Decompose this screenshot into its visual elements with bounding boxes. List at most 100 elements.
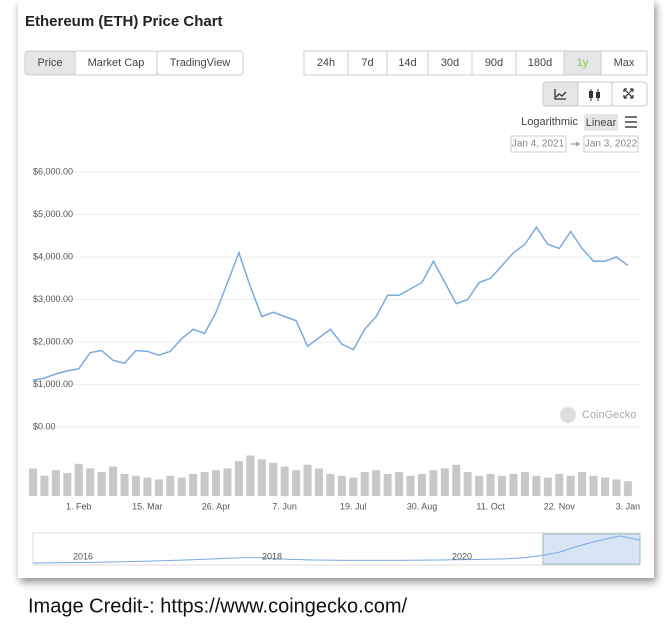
- line-icon: [554, 89, 567, 100]
- volume-bar: [578, 472, 587, 496]
- date-input[interactable]: [510, 135, 567, 153]
- range-label: 14d: [398, 57, 416, 69]
- volume-bar: [315, 468, 323, 496]
- y-tick-label: $3,000.00: [33, 294, 73, 304]
- x-tick-label: 26. Apr: [202, 501, 231, 511]
- navigator-label: 2016: [73, 551, 93, 561]
- x-tick-label: 15. Mar: [132, 501, 163, 511]
- volume-bar: [166, 475, 175, 496]
- y-tick-label: $1,000.00: [33, 379, 73, 389]
- tab-label: Market Cap: [88, 57, 145, 69]
- volume-bar: [189, 473, 198, 496]
- y-tick-label: $5,000.00: [33, 209, 73, 219]
- volume-bar: [417, 473, 426, 496]
- candle-chart-button[interactable]: [577, 81, 613, 107]
- scale-button[interactable]: [584, 114, 618, 131]
- range-button[interactable]: [515, 50, 565, 76]
- volume-bar: [486, 473, 495, 496]
- volume-bar: [120, 473, 129, 496]
- navigator-line: [32, 535, 641, 564]
- range-label: 90d: [485, 57, 503, 69]
- volume-bar: [612, 479, 621, 496]
- volume-bar: [269, 462, 278, 496]
- candle-icon: [596, 92, 600, 98]
- volume-bar: [29, 468, 37, 496]
- navigator-label: 2018: [262, 551, 282, 561]
- range-button[interactable]: [347, 50, 388, 76]
- volume-bar: [566, 475, 575, 496]
- volume-bar: [337, 475, 346, 496]
- x-tick-label: 19. Jul: [340, 501, 367, 511]
- line-chart-button[interactable]: [542, 81, 579, 107]
- range-button[interactable]: [471, 50, 517, 76]
- volume-bar: [51, 470, 60, 496]
- volume-bar: [292, 470, 301, 496]
- volume-bar: [177, 477, 186, 496]
- x-tick-label: 11. Oct: [476, 501, 505, 511]
- volume-bar: [326, 473, 335, 496]
- watermark-logo: [560, 407, 576, 423]
- volume-bar: [40, 475, 49, 496]
- range-label: 7d: [361, 57, 373, 69]
- range-button[interactable]: [600, 50, 648, 76]
- price-line: [32, 225, 629, 381]
- x-tick-label: 1. Feb: [66, 501, 92, 511]
- range-label: 1y: [577, 57, 589, 69]
- volume-bar: [589, 475, 598, 496]
- volume-bar: [257, 459, 266, 496]
- date-input[interactable]: [583, 135, 639, 153]
- volume-bar: [452, 464, 461, 496]
- tab-button[interactable]: [156, 50, 244, 76]
- tab-button[interactable]: [74, 50, 158, 76]
- candle-icon: [589, 91, 593, 98]
- volume-bar: [601, 477, 609, 496]
- y-tick-label: $6,000.00: [33, 166, 73, 176]
- range-button[interactable]: [303, 50, 349, 76]
- range-button[interactable]: [427, 50, 473, 76]
- volume-bar: [109, 466, 118, 496]
- y-tick-label: $2,000.00: [33, 336, 73, 346]
- date-to: Jan 3, 2022: [585, 139, 638, 150]
- volume-bar: [234, 461, 243, 496]
- volume-bar: [97, 472, 106, 496]
- volume-bar: [555, 473, 564, 496]
- volume-bar: [143, 477, 152, 496]
- volume-bar: [280, 466, 289, 496]
- volume-bar: [623, 481, 632, 496]
- navigator-selection[interactable]: [542, 533, 641, 565]
- chart-title: Ethereum (ETH) Price Chart: [25, 13, 223, 30]
- navigator-label: 2020: [452, 551, 472, 561]
- range-label: 24h: [317, 57, 335, 69]
- volume-bar: [372, 470, 381, 496]
- y-tick-label: $0.00: [33, 421, 56, 431]
- range-button[interactable]: [386, 50, 429, 76]
- range-button[interactable]: [563, 50, 602, 76]
- watermark: CoinGecko: [582, 409, 636, 421]
- volume-bar: [463, 472, 472, 496]
- scale-option[interactable]: Logarithmic: [521, 116, 578, 128]
- volume-bar: [212, 470, 221, 496]
- navigator: [32, 532, 641, 566]
- volume-bar: [520, 472, 529, 496]
- volume-bar: [63, 473, 72, 496]
- volume-bar: [498, 475, 507, 496]
- volume-bar: [74, 463, 83, 496]
- menu-icon[interactable]: [625, 116, 637, 128]
- tab-label: Price: [37, 57, 62, 69]
- range-label: 30d: [441, 57, 459, 69]
- volume-bar: [475, 475, 484, 496]
- volume-bar: [223, 468, 232, 496]
- x-tick-label: 30. Aug: [407, 501, 438, 511]
- x-tick-label: 7. Jun: [272, 501, 297, 511]
- volume-bar: [154, 479, 163, 496]
- volume-bar: [383, 473, 392, 496]
- x-tick-label: 22. Nov: [544, 501, 576, 511]
- scale-option[interactable]: Linear: [586, 117, 617, 129]
- arrow: [571, 141, 580, 147]
- volume-bar: [349, 477, 358, 496]
- date-from: Jan 4, 2021: [512, 139, 565, 150]
- volume-bar: [543, 477, 552, 496]
- range-label: Max: [614, 57, 635, 69]
